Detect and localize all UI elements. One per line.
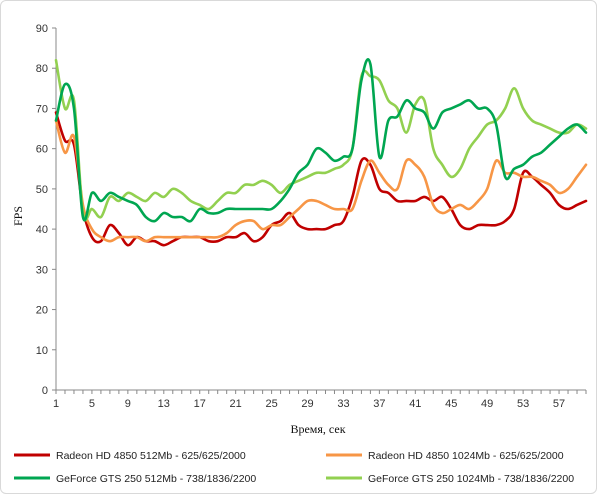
y-axis: 0 10 20 30 40 50 60 70 80 90	[36, 23, 57, 397]
x-tick-label: 25	[265, 398, 277, 410]
x-tick-label: 49	[481, 398, 493, 410]
y-tick-label: 10	[36, 345, 48, 357]
legend-label: GeForce GTS 250 1024Mb - 738/1836/2200	[368, 473, 574, 485]
y-axis-label: FPS	[11, 206, 25, 226]
legend-label: GeForce GTS 250 512Mb - 738/1836/2200	[56, 473, 256, 485]
x-tick-label: 45	[445, 398, 457, 410]
x-tick-label: 41	[409, 398, 421, 410]
y-tick-label: 80	[36, 63, 48, 75]
x-tick-label: 53	[517, 398, 529, 410]
x-tick-label: 9	[125, 398, 131, 410]
series-line-2	[54, 119, 588, 243]
x-tick-label: 37	[373, 398, 385, 410]
x-tick-label: 13	[158, 398, 170, 410]
series-line-3	[54, 58, 588, 223]
y-tick-label: 40	[36, 224, 48, 236]
series-line-4	[54, 58, 588, 222]
legend: Radeon HD 4850 512Mb - 625/625/2000 Radeo…	[14, 450, 574, 485]
x-tick-label: 1	[53, 398, 59, 410]
x-axis: 1 5 9 13 17 21 25 29 33 37 41 45 49 53 57	[53, 389, 587, 410]
x-tick-label: 17	[194, 398, 206, 410]
y-tick-label: 60	[36, 144, 48, 156]
legend-label: Radeon HD 4850 1024Mb - 625/625/2000	[368, 450, 564, 462]
x-tick-label: 5	[89, 398, 95, 410]
y-tick-label: 0	[42, 385, 48, 397]
x-tick-label: 57	[553, 398, 565, 410]
y-tick-label: 70	[36, 103, 48, 115]
y-tick-label: 20	[36, 305, 48, 317]
series-lines	[54, 58, 588, 247]
x-tick-label: 21	[230, 398, 242, 410]
x-tick-label: 33	[337, 398, 349, 410]
x-tick-label: 29	[301, 398, 313, 410]
y-tick-label: 90	[36, 23, 48, 35]
y-tick-label: 30	[36, 264, 48, 276]
legend-label: Radeon HD 4850 512Mb - 625/625/2000	[56, 450, 246, 462]
y-tick-label: 50	[36, 184, 48, 196]
x-axis-label: Время, сек	[290, 422, 345, 436]
